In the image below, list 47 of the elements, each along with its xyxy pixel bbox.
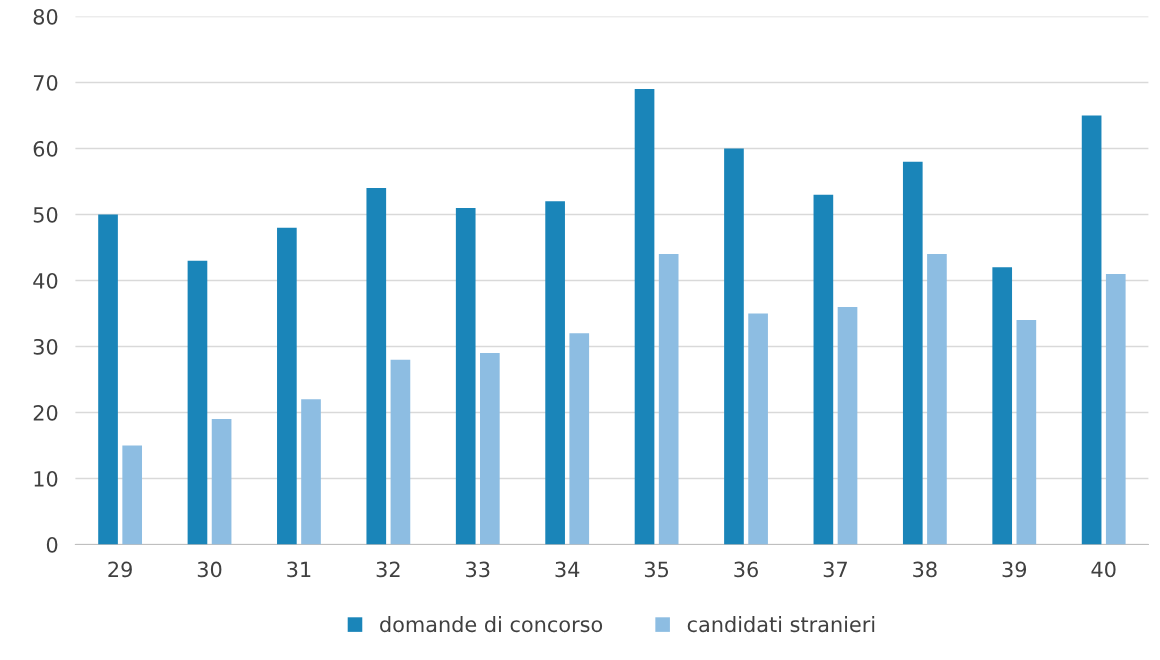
x-tick-label: 40 bbox=[1091, 561, 1116, 578]
bar bbox=[1081, 115, 1102, 545]
y-tick-label: 0 bbox=[46, 536, 58, 553]
bar bbox=[98, 214, 118, 545]
x-tick-label: 34 bbox=[555, 561, 580, 578]
x-tick-label: 38 bbox=[913, 561, 937, 578]
bar bbox=[301, 399, 321, 545]
bar bbox=[569, 333, 590, 545]
bar bbox=[545, 201, 565, 545]
bar bbox=[748, 313, 768, 545]
bar bbox=[927, 254, 947, 545]
bar bbox=[813, 194, 834, 545]
bar bbox=[634, 89, 655, 545]
y-tick-label: 10 bbox=[34, 470, 58, 487]
legend-label: domande di concorso bbox=[380, 616, 603, 633]
x-tick-label: 39 bbox=[1002, 561, 1027, 578]
y-tick-label: 40 bbox=[33, 272, 58, 289]
bar bbox=[211, 419, 232, 545]
bar bbox=[724, 148, 744, 545]
x-tick-label: 32 bbox=[376, 561, 400, 578]
legend-label: candidati stranieri bbox=[687, 616, 875, 633]
bar bbox=[658, 254, 679, 545]
y-tick-label: 20 bbox=[33, 404, 58, 421]
y-tick-label: 50 bbox=[33, 206, 58, 223]
bar bbox=[277, 227, 297, 545]
bar bbox=[455, 207, 476, 545]
bar bbox=[187, 260, 208, 545]
bar bbox=[390, 359, 411, 545]
bar bbox=[1016, 320, 1037, 545]
x-tick-label: 30 bbox=[197, 561, 222, 578]
x-tick-label: 29 bbox=[108, 561, 132, 578]
x-tick-label: 35 bbox=[644, 561, 669, 578]
bar bbox=[366, 188, 387, 545]
x-tick-label: 33 bbox=[466, 561, 490, 578]
bar bbox=[1105, 273, 1126, 545]
bar bbox=[122, 445, 143, 545]
y-tick-label: 60 bbox=[33, 140, 58, 157]
bar bbox=[837, 306, 858, 545]
x-tick-label: 37 bbox=[823, 561, 847, 578]
bar bbox=[902, 161, 923, 545]
x-tick-label: 36 bbox=[734, 561, 758, 578]
y-tick-label: 30 bbox=[33, 338, 58, 355]
y-tick-label: 80 bbox=[33, 8, 58, 25]
bar bbox=[480, 353, 500, 545]
y-tick-label: 70 bbox=[33, 74, 58, 91]
x-tick-label: 31 bbox=[287, 561, 311, 578]
bar bbox=[992, 267, 1013, 545]
